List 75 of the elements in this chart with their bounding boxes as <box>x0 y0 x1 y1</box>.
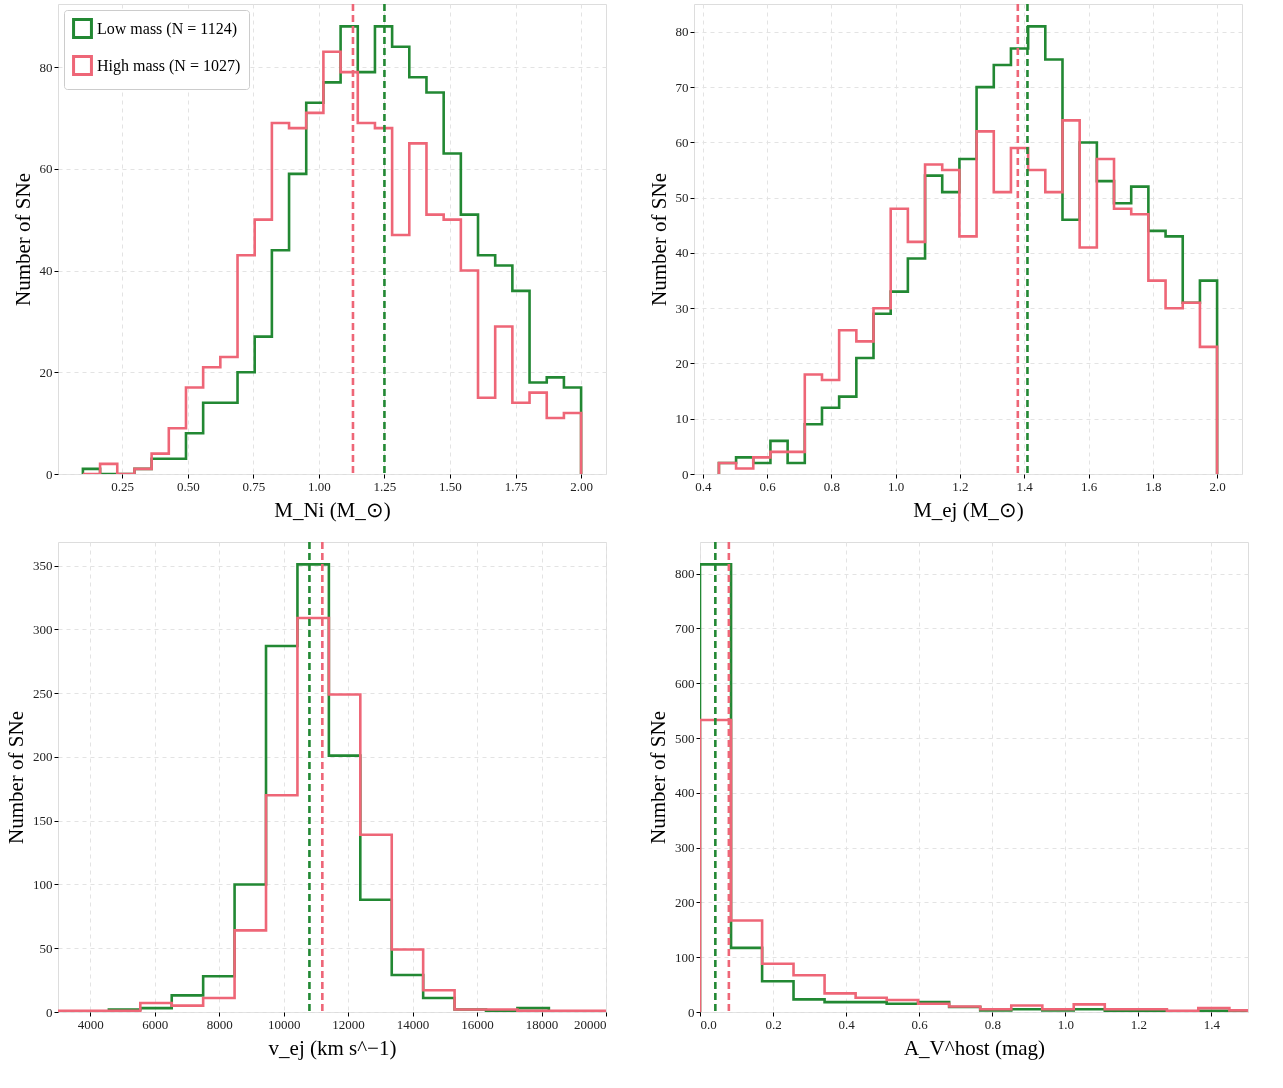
x-tick-label: 0.4 <box>695 478 712 494</box>
x-tick-label: 0.8 <box>823 478 841 494</box>
x-tick-label: 0.6 <box>759 478 777 494</box>
y-tick-label: 600 <box>675 675 695 691</box>
y-tick-label: 80 <box>39 59 53 75</box>
x-axis-title: M_ej (M_⊙) <box>913 497 1024 522</box>
y-tick-label: 10 <box>675 411 689 427</box>
y-tick-label: 80 <box>675 24 689 40</box>
y-tick-label: 40 <box>675 245 689 261</box>
y-tick-label: 700 <box>675 620 695 636</box>
x-tick-label: 0.25 <box>111 478 135 494</box>
x-tick-label: 2.0 <box>1209 478 1226 494</box>
x-axis-title: M_Ni (M_⊙) <box>274 497 391 522</box>
legend-label: Low mass (N = 1124) <box>97 19 237 38</box>
y-tick-label: 0 <box>688 1004 695 1020</box>
x-tick-label: 1.4 <box>1203 1016 1221 1032</box>
x-tick-label: 1.6 <box>1080 478 1098 494</box>
x-tick-label: 1.00 <box>308 478 331 494</box>
x-tick-label: 10000 <box>267 1016 301 1032</box>
x-tick-label: 0.75 <box>242 478 266 494</box>
y-tick-label: 300 <box>675 840 695 856</box>
x-tick-label: 2.00 <box>570 478 593 494</box>
x-tick-label: 1.0 <box>888 478 905 494</box>
x-tick-label: 1.75 <box>504 478 528 494</box>
y-axis-title: Number of SNe <box>646 711 670 844</box>
y-tick-label: 400 <box>675 785 695 801</box>
x-tick-label: 16000 <box>461 1016 494 1032</box>
y-tick-label: 100 <box>675 949 695 965</box>
y-tick-label: 50 <box>675 190 689 206</box>
x-axis-title: A_V^host (mag) <box>903 1035 1046 1060</box>
x-axis-title: v_ej (km s^−1) <box>268 1035 397 1060</box>
y-tick-label: 0 <box>682 466 689 482</box>
x-tick-label: 14000 <box>396 1016 430 1032</box>
x-tick-label: 0.2 <box>765 1016 782 1032</box>
y-tick-label: 100 <box>33 876 53 892</box>
x-tick-label: 1.0 <box>1057 1016 1074 1032</box>
x-tick-label: 12000 <box>332 1016 365 1032</box>
x-tick-label: 0.50 <box>176 478 200 494</box>
x-tick-label: 1.50 <box>439 478 462 494</box>
x-tick-label: 20000 <box>574 1016 607 1032</box>
x-tick-label: 0.4 <box>838 1016 856 1032</box>
y-tick-label: 0 <box>46 466 53 482</box>
x-tick-label: 1.4 <box>1016 478 1034 494</box>
y-axis-title: Number of SNe <box>4 711 28 844</box>
y-tick-label: 70 <box>675 79 689 95</box>
y-tick-label: 500 <box>675 730 695 746</box>
y-axis-title: Number of SNe <box>10 173 35 306</box>
x-tick-label: 8000 <box>206 1016 233 1032</box>
x-tick-label: 1.2 <box>1130 1016 1148 1032</box>
x-tick-label: 1.25 <box>373 478 397 494</box>
x-tick-label: 4000 <box>77 1016 104 1032</box>
x-tick-label: 18000 <box>525 1016 559 1032</box>
y-tick-label: 200 <box>33 749 53 765</box>
y-axis-title: Number of SNe <box>646 173 671 306</box>
y-tick-label: 20 <box>39 364 53 380</box>
x-tick-label: 6000 <box>142 1016 169 1032</box>
y-tick-label: 350 <box>33 558 53 574</box>
x-tick-label: 0.0 <box>700 1016 717 1032</box>
y-tick-label: 300 <box>33 621 53 637</box>
y-tick-label: 250 <box>33 685 53 701</box>
x-tick-label: 0.8 <box>984 1016 1001 1032</box>
y-tick-label: 0 <box>46 1004 53 1020</box>
y-tick-label: 50 <box>39 940 53 956</box>
y-tick-label: 150 <box>33 813 53 829</box>
legend-label: High mass (N = 1027) <box>97 56 241 75</box>
x-tick-label: 1.2 <box>952 478 969 494</box>
y-tick-label: 20 <box>675 355 689 371</box>
y-tick-label: 60 <box>675 134 689 150</box>
x-tick-label: 0.6 <box>911 1016 929 1032</box>
x-tick-label: 1.8 <box>1145 478 1162 494</box>
y-tick-label: 30 <box>675 300 689 316</box>
y-tick-label: 40 <box>39 263 53 279</box>
y-tick-label: 800 <box>675 566 695 582</box>
y-tick-label: 200 <box>675 894 695 910</box>
y-tick-label: 60 <box>39 161 53 177</box>
